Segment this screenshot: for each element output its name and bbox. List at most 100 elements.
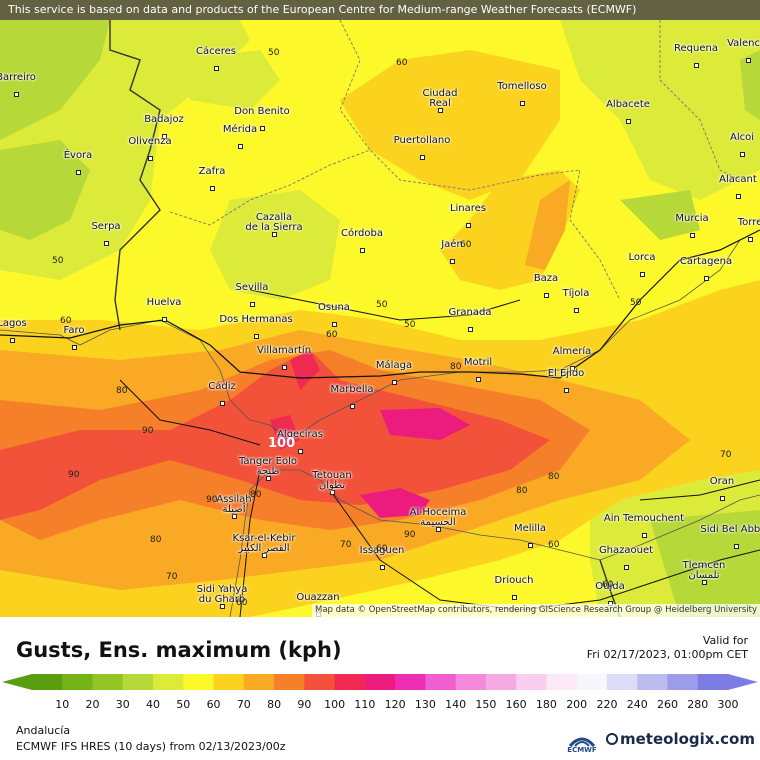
scale-tick-label: 20 <box>86 698 100 711</box>
gust-band-50-east <box>560 20 760 200</box>
gust-band-40-murcia <box>620 190 700 240</box>
contour-label: 80 <box>548 472 560 482</box>
city-marker <box>624 565 629 570</box>
city-marker <box>740 152 745 157</box>
border-province-east <box>659 20 741 181</box>
city-label: Badajoz <box>144 114 184 125</box>
city-marker <box>748 237 753 242</box>
city-label: Faro <box>63 325 85 336</box>
city-marker <box>162 134 167 139</box>
city-marker <box>574 308 579 313</box>
map-title: Gusts, Ens. maximum (kph) <box>16 638 342 662</box>
scale-tick-label: 70 <box>237 698 251 711</box>
city-marker <box>544 293 549 298</box>
city-label: Huelva <box>146 297 182 308</box>
scale-tick-label: 160 <box>506 698 527 711</box>
contour-label: 70 <box>340 540 352 550</box>
contour-label: 80 <box>516 486 528 496</box>
color-scale: 10 20 30 40 50 60 70 80 90 100 110 120 130 140 150 160 1… <box>2 674 758 711</box>
city-label: Ciudad Real <box>422 88 458 109</box>
scale-swatch <box>485 674 517 690</box>
city-label: Jaén <box>441 239 463 250</box>
scale-swatch <box>213 674 245 690</box>
contour-label: 60 <box>376 544 388 554</box>
city-marker <box>564 388 569 393</box>
city-marker <box>512 595 517 600</box>
city-label: Cádiz <box>208 381 236 392</box>
scale-swatch <box>183 674 215 690</box>
city-marker <box>392 380 397 385</box>
scale-tick-label: 130 <box>415 698 436 711</box>
city-marker <box>690 233 695 238</box>
road-algeria <box>639 479 760 501</box>
city-marker <box>746 58 751 63</box>
region-name: Andalucía <box>16 724 71 737</box>
city-marker <box>626 119 631 124</box>
gust-band-120-rif <box>360 488 430 518</box>
gust-band-110-strait <box>270 415 300 450</box>
city-marker <box>642 533 647 538</box>
city-label: Ain Temouchent <box>603 513 685 524</box>
contour-label: 70 <box>720 450 732 460</box>
city-marker <box>466 223 471 228</box>
city-marker <box>476 377 481 382</box>
scale-swatch <box>364 674 396 690</box>
city-label: Serpa <box>91 221 121 232</box>
contour-label: 50 <box>376 300 388 310</box>
city-marker <box>238 144 243 149</box>
scale-swatch <box>455 674 487 690</box>
contour-label: 60 <box>60 316 72 326</box>
city-label: Lorca <box>628 252 656 263</box>
city-label: Al Hoceima الحسيمة <box>409 507 467 528</box>
city-label: Ksar-el-Kebir القصر الكبير <box>232 533 296 554</box>
contour-label: 90 <box>206 495 218 505</box>
city-label: Tanger Eolo طنجة <box>238 456 298 477</box>
brand-text: meteologix.com <box>620 730 755 748</box>
city-label: Tíjola <box>562 288 590 299</box>
gust-field <box>0 0 760 617</box>
scale-tick-label: 240 <box>627 698 648 711</box>
city-label: Motril <box>463 357 493 368</box>
contour-label: 90 <box>142 426 154 436</box>
city-marker <box>420 155 425 160</box>
contour-label: 50 <box>268 48 280 58</box>
road-cadiz <box>119 379 261 446</box>
meteologix-logo-icon <box>606 733 618 745</box>
model-run: ECMWF IFS HRES (10 days) from 02/13/2023… <box>16 740 286 753</box>
gust-band-40-west <box>0 20 110 140</box>
map-attribution: Map data © OpenStreetMap contributors, r… <box>312 604 760 617</box>
gust-band-40-portugal <box>0 140 90 240</box>
gust-band-50-sierra <box>210 190 340 300</box>
contour-label: 80 <box>150 535 162 545</box>
city-marker <box>10 338 15 343</box>
meteologix-brand[interactable]: meteologix.com <box>606 730 755 748</box>
scale-swatch <box>62 674 94 690</box>
city-label: Córdoba <box>341 228 383 239</box>
city-marker <box>298 449 303 454</box>
city-label: Requena <box>674 43 718 54</box>
ecmwf-notice: This service is based on data and produc… <box>0 0 760 20</box>
scale-min-arrow <box>2 674 32 690</box>
contour-label: 80 <box>250 490 262 500</box>
city-marker <box>214 66 219 71</box>
city-label: Sevilla <box>235 282 269 293</box>
scale-tick-label: 150 <box>475 698 496 711</box>
scale-tick-label: 220 <box>596 698 617 711</box>
city-label: Melilla <box>513 523 547 534</box>
border-portugal-spain <box>109 20 161 331</box>
scale-swatch <box>395 674 426 690</box>
scale-swatch <box>32 674 63 690</box>
city-marker <box>266 476 271 481</box>
scale-swatch <box>546 674 578 690</box>
city-marker <box>380 565 385 570</box>
scale-tick-label: 110 <box>354 698 375 711</box>
city-marker <box>694 63 699 68</box>
forecast-map[interactable]: Cáceres Don Benito Badajoz Mérida Olivenza Év… <box>0 0 760 617</box>
city-marker <box>232 514 237 519</box>
scale-tick-label: 30 <box>116 698 130 711</box>
contour-label: 60 <box>396 58 408 68</box>
contour-label: 60 <box>236 598 248 608</box>
city-label: Tlemcen تلمسان <box>682 560 726 581</box>
scale-tick-label: 50 <box>176 698 190 711</box>
city-marker <box>262 553 267 558</box>
